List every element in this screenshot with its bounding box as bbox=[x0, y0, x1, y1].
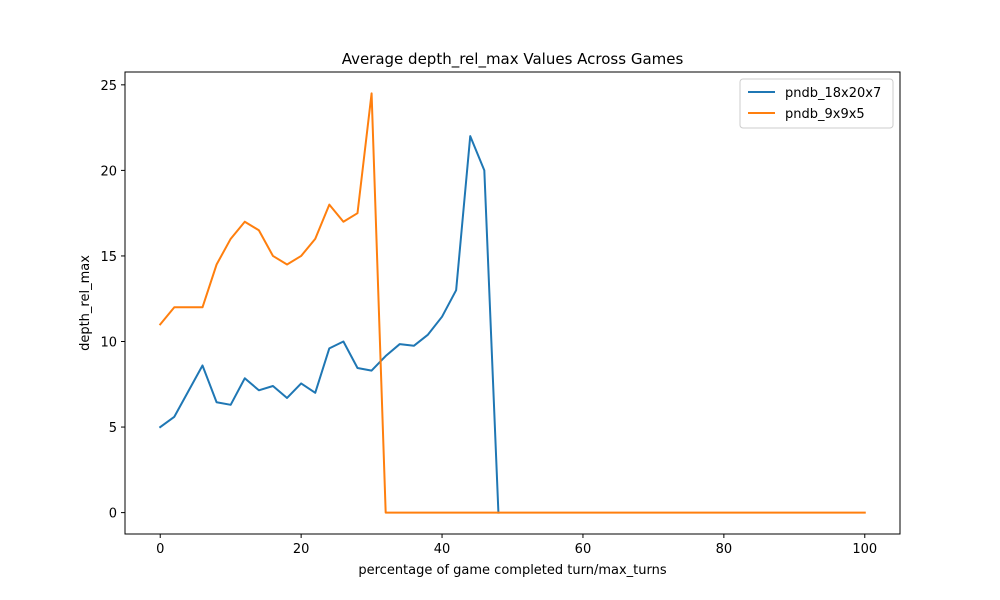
x-tick-label: 60 bbox=[575, 542, 592, 557]
x-tick-label: 0 bbox=[156, 542, 164, 557]
y-axis-ticks: 0 5 10 15 20 25 bbox=[100, 79, 125, 522]
y-tick-label: 5 bbox=[109, 421, 117, 436]
legend: pndb_18x20x7 pndb_9x9x5 bbox=[739, 78, 894, 129]
y-axis-title: depth_rel_max bbox=[78, 255, 93, 351]
legend-label: pndb_18x20x7 bbox=[785, 86, 881, 101]
y-tick-label: 0 bbox=[109, 507, 117, 522]
x-axis-title: percentage of game completed turn/max_tu… bbox=[358, 563, 667, 578]
x-tick-label: 40 bbox=[434, 542, 451, 557]
legend-box bbox=[739, 78, 894, 129]
series-line-pndb_9x9x5 bbox=[158, 92, 866, 514]
chart-title: Average depth_rel_max Values Across Game… bbox=[342, 50, 684, 69]
legend-label: pndb_9x9x5 bbox=[785, 107, 865, 122]
x-tick-label: 100 bbox=[852, 542, 877, 557]
y-tick-label: 10 bbox=[100, 336, 117, 351]
x-tick-label: 80 bbox=[716, 542, 733, 557]
plot-area bbox=[158, 92, 866, 514]
x-tick-label: 20 bbox=[293, 542, 310, 557]
x-axis-ticks: 0 20 40 60 80 100 bbox=[156, 534, 877, 557]
y-tick-label: 25 bbox=[100, 79, 117, 94]
y-tick-label: 20 bbox=[100, 164, 117, 179]
y-tick-label: 15 bbox=[100, 250, 117, 265]
axes-frame bbox=[124, 71, 901, 535]
series-line-pndb_18x20x7 bbox=[158, 135, 500, 514]
